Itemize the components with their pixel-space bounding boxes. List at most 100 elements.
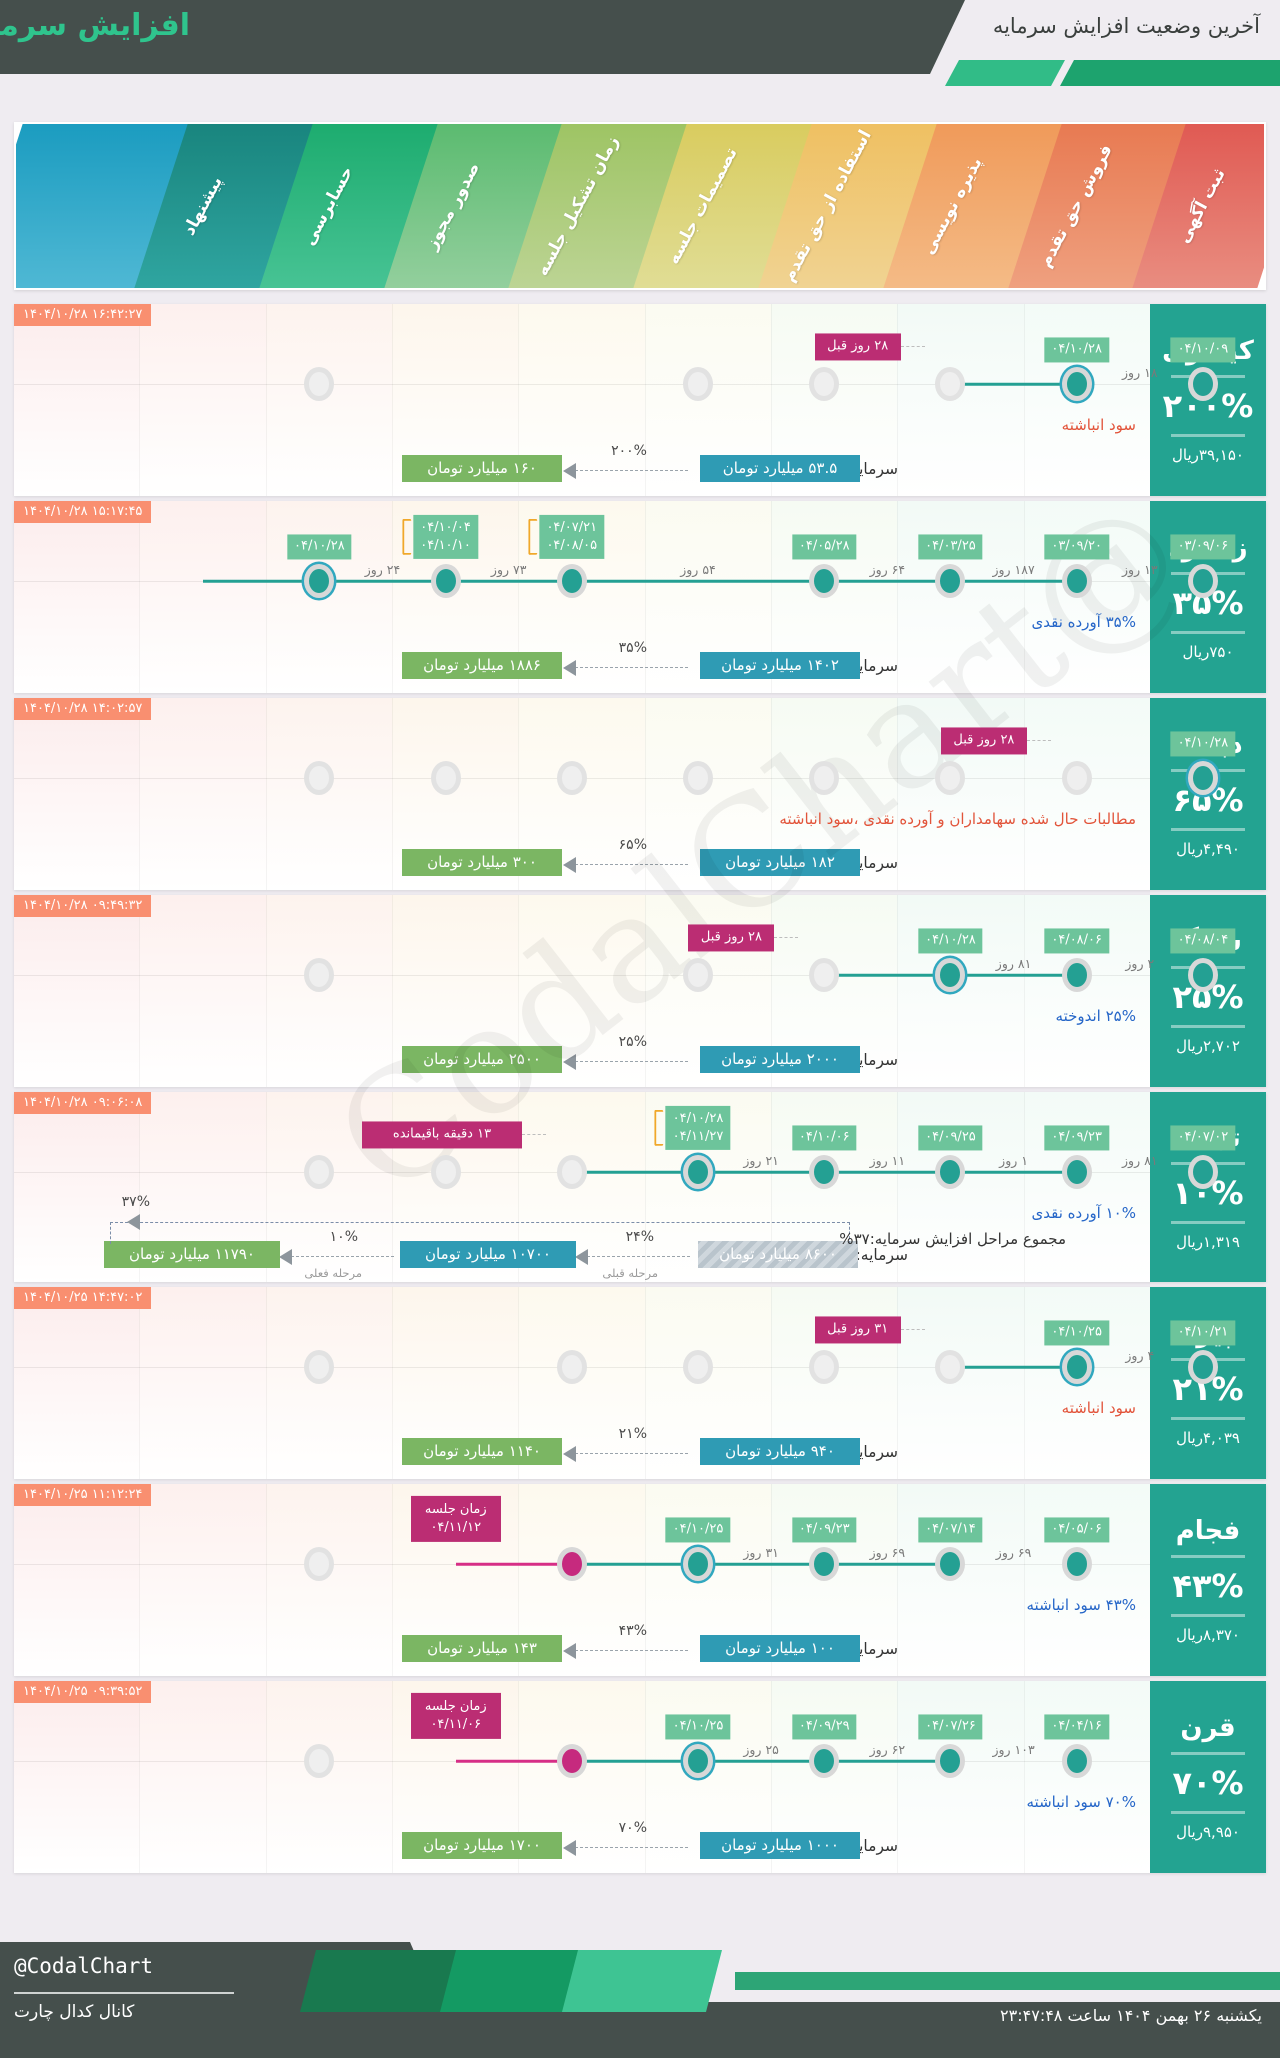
company-panel[interactable]: سمگا۲۵%۲,۷۰۲ریال	[1150, 895, 1266, 1087]
timeline-node-done[interactable]	[1061, 1547, 1092, 1581]
company-row[interactable]: ۱۴۰۴/۱۰/۲۸ ۱۵:۱۷:۴۵ زملارد۳۵%۷۵۰ریال ۲۴ رو…	[14, 501, 1266, 693]
timeline-node-empty[interactable]	[304, 1744, 335, 1778]
timeline-node-empty[interactable]	[683, 1350, 713, 1384]
node-date-box: ۰۴/۱۰/۰۶	[791, 1125, 857, 1150]
timeline-node-current[interactable]	[683, 1155, 713, 1189]
timeline-node-done[interactable]	[1061, 958, 1092, 992]
company-row[interactable]: ۱۴۰۴/۱۰/۲۵ ۰۹:۳۹:۵۲ قرن ۷۰% ۹,۹۵۰ریال ۲۵ روز…	[14, 1681, 1266, 1873]
divider	[1171, 1025, 1245, 1028]
timeline-segment	[708, 1759, 835, 1763]
timeline-node-empty[interactable]	[809, 367, 840, 401]
timeline-node-done[interactable]	[1061, 564, 1092, 598]
share-price: ۹,۹۵۰ریال	[1176, 1823, 1240, 1841]
timeline-node-done[interactable]	[1187, 1155, 1218, 1189]
timeline-node-done[interactable]	[935, 1155, 966, 1189]
company-row[interactable]: ۱۴۰۴/۱۰/۲۸ ۰۹:۴۹:۳۲ سمگا۲۵%۲,۷۰۲ریال ۸۱ رو…	[14, 895, 1266, 1087]
timeline-node-done[interactable]	[430, 564, 461, 598]
node-date: ۰۴/۰۷/۲۶	[925, 1718, 976, 1734]
timeline-node-done[interactable]	[556, 564, 587, 598]
timeline-node-empty[interactable]	[1061, 761, 1092, 795]
column-band-1	[14, 895, 140, 1087]
column-band-3	[265, 304, 393, 496]
node-date-box: ۰۴/۰۸/۰۶	[1044, 928, 1109, 953]
timeline-node-current[interactable]	[304, 564, 335, 598]
timeline-node-current[interactable]	[1061, 367, 1092, 401]
timeline-node-done[interactable]	[809, 1744, 840, 1778]
timeline-node-empty[interactable]	[809, 958, 840, 992]
timeline-node-done[interactable]	[1187, 367, 1218, 401]
timeline-node-empty[interactable]	[430, 1155, 461, 1189]
timeline-node-empty[interactable]	[304, 761, 335, 795]
timeline-node-done[interactable]	[809, 1547, 840, 1581]
total-increase-note: مجموع مراحل افزایش سرمایه:۳۷%	[839, 1230, 1066, 1248]
timeline-node-empty[interactable]	[556, 1350, 587, 1384]
capital-arrow-percent: ۷۰%	[618, 1820, 647, 1836]
company-panel[interactable]: کیمازی۲۰۰%۳۹,۱۵۰ریال	[1150, 304, 1266, 496]
timeline-node-done[interactable]	[1187, 564, 1218, 598]
timeline-node-done[interactable]	[1061, 1744, 1092, 1778]
capital-before-chip: ۱۰۰۰ میلیارد تومان	[700, 1832, 860, 1859]
timeline-node-done[interactable]	[1061, 1155, 1092, 1189]
timeline-node-current[interactable]	[1187, 761, 1218, 795]
column-band-2	[139, 698, 266, 890]
node-date-secondary: ۰۴/۰۸/۰۵	[546, 537, 598, 553]
timeline-node-current[interactable]	[935, 958, 966, 992]
segment-duration-label: ۲۴ روز	[364, 562, 401, 577]
company-panel[interactable]: زملارد۳۵%۷۵۰ریال	[1150, 501, 1266, 693]
timeline-node-done[interactable]	[935, 1744, 966, 1778]
share-price: ۷۵۰ریال	[1182, 643, 1234, 661]
timeline-node-empty[interactable]	[304, 367, 335, 401]
timeline-node-empty[interactable]	[809, 761, 840, 795]
company-panel[interactable]: پیزد۲۱%۴,۰۳۹ریال	[1150, 1287, 1266, 1479]
timeline-node-empty[interactable]	[304, 1547, 335, 1581]
timeline-node-empty[interactable]	[304, 1155, 335, 1189]
timeline-segment	[455, 1759, 582, 1763]
timeline-node-empty[interactable]	[430, 761, 461, 795]
timeline-node-empty[interactable]	[935, 761, 966, 795]
company-row[interactable]: ۱۴۰۴/۱۰/۲۵ ۱۱:۱۲:۲۴ فجام ۴۳% ۸,۳۷۰ریال ۳۱ رو…	[14, 1484, 1266, 1676]
timeline-node-empty[interactable]	[935, 367, 966, 401]
timeline-node-empty[interactable]	[304, 1350, 335, 1384]
timeline-node-done[interactable]	[809, 564, 840, 598]
company-panel[interactable]: دبالک۶۵%۴,۴۹۰ریال	[1150, 698, 1266, 890]
company-panel[interactable]: فجام ۴۳% ۸,۳۷۰ریال	[1150, 1484, 1266, 1676]
timeline-node-done[interactable]	[935, 1547, 966, 1581]
capital-arrow-head	[563, 1446, 576, 1462]
node-date-box: ۰۴/۰۷/۲۱ ۰۴/۰۸/۰۵	[528, 514, 605, 559]
timeline-node-done[interactable]	[1187, 958, 1218, 992]
capital-prev-arrow-head	[575, 1249, 588, 1265]
timeline-node-pink[interactable]	[556, 1744, 587, 1778]
timeline-node-pink[interactable]	[556, 1547, 587, 1581]
timeline-node-done[interactable]	[1187, 1350, 1218, 1384]
page-footer: @CodalChart کانال کدال چارت یکشنبه ۲۶ به…	[0, 1930, 1280, 2058]
timeline-node-done[interactable]	[809, 1155, 840, 1189]
timeline-node-empty[interactable]	[304, 958, 335, 992]
timeline-node-current[interactable]	[683, 1547, 713, 1581]
timeline-node-empty[interactable]	[809, 1350, 840, 1384]
company-row[interactable]: ۱۴۰۴/۱۰/۲۸ ۱۴:۰۲:۵۷ دبالک۶۵%۴,۴۹۰ریال۰۴/۱…	[14, 698, 1266, 890]
node-date-box: ۰۳/۰۹/۲۰	[1044, 534, 1109, 559]
timeline-node-current[interactable]	[683, 1744, 713, 1778]
timeline-node-empty[interactable]	[935, 1350, 966, 1384]
company-row[interactable]: ۱۴۰۴/۱۰/۲۸ ۱۶:۴۲:۲۷کیمازی۲۰۰%۳۹,۱۵۰ریال۱…	[14, 304, 1266, 496]
node-date: ۰۴/۱۰/۲۸	[1051, 341, 1102, 357]
column-band-9	[1023, 1681, 1150, 1873]
company-panel[interactable]: قرن ۷۰% ۹,۹۵۰ریال	[1150, 1681, 1266, 1873]
timeline-node-empty[interactable]	[556, 761, 587, 795]
column-band-3	[265, 698, 393, 890]
timeline-node-empty[interactable]	[683, 367, 713, 401]
company-name: قرن	[1180, 1713, 1236, 1743]
meeting-badge-date: ۰۴/۱۱/۱۲	[430, 1519, 482, 1535]
footer-accent-2	[440, 1950, 580, 2012]
status-badge: ۲۸ روز قبل	[814, 333, 901, 360]
footer-handle[interactable]: @CodalChart	[14, 1954, 154, 1978]
stage-label-7: حسابرسی	[298, 162, 358, 250]
timeline-node-empty[interactable]	[556, 1155, 587, 1189]
timeline-node-current[interactable]	[1061, 1350, 1092, 1384]
timeline-node-done[interactable]	[935, 564, 966, 598]
timeline-node-empty[interactable]	[683, 761, 713, 795]
timeline-node-empty[interactable]	[683, 958, 713, 992]
share-price: ۲,۷۰۲ریال	[1176, 1037, 1240, 1055]
